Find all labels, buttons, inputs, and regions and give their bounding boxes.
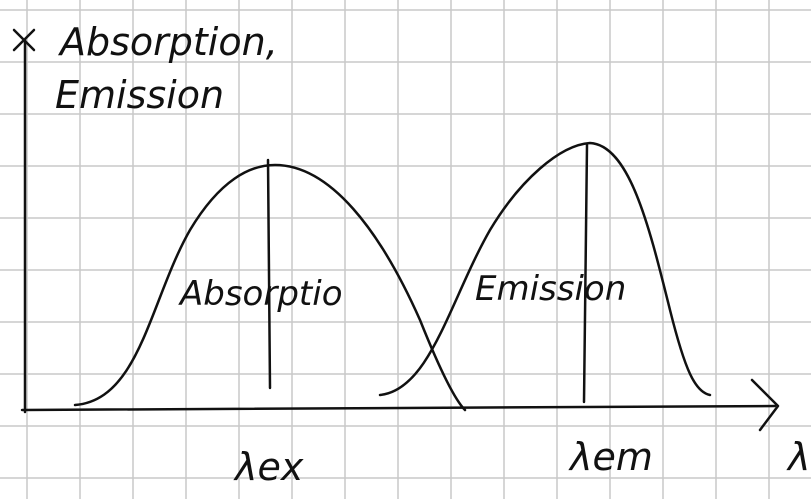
peak-label: λex xyxy=(233,445,304,489)
curve-label: Emission xyxy=(475,269,626,309)
x-axis-label: λ xyxy=(786,435,811,479)
peak-label: λem xyxy=(568,435,653,479)
diagram: Absorption, Emission Absorptio Emission … xyxy=(0,0,811,499)
curve-label: Absorptio xyxy=(178,274,343,314)
y-axis-label: Absorption, xyxy=(57,20,278,64)
y-axis-label: Emission xyxy=(55,73,224,117)
